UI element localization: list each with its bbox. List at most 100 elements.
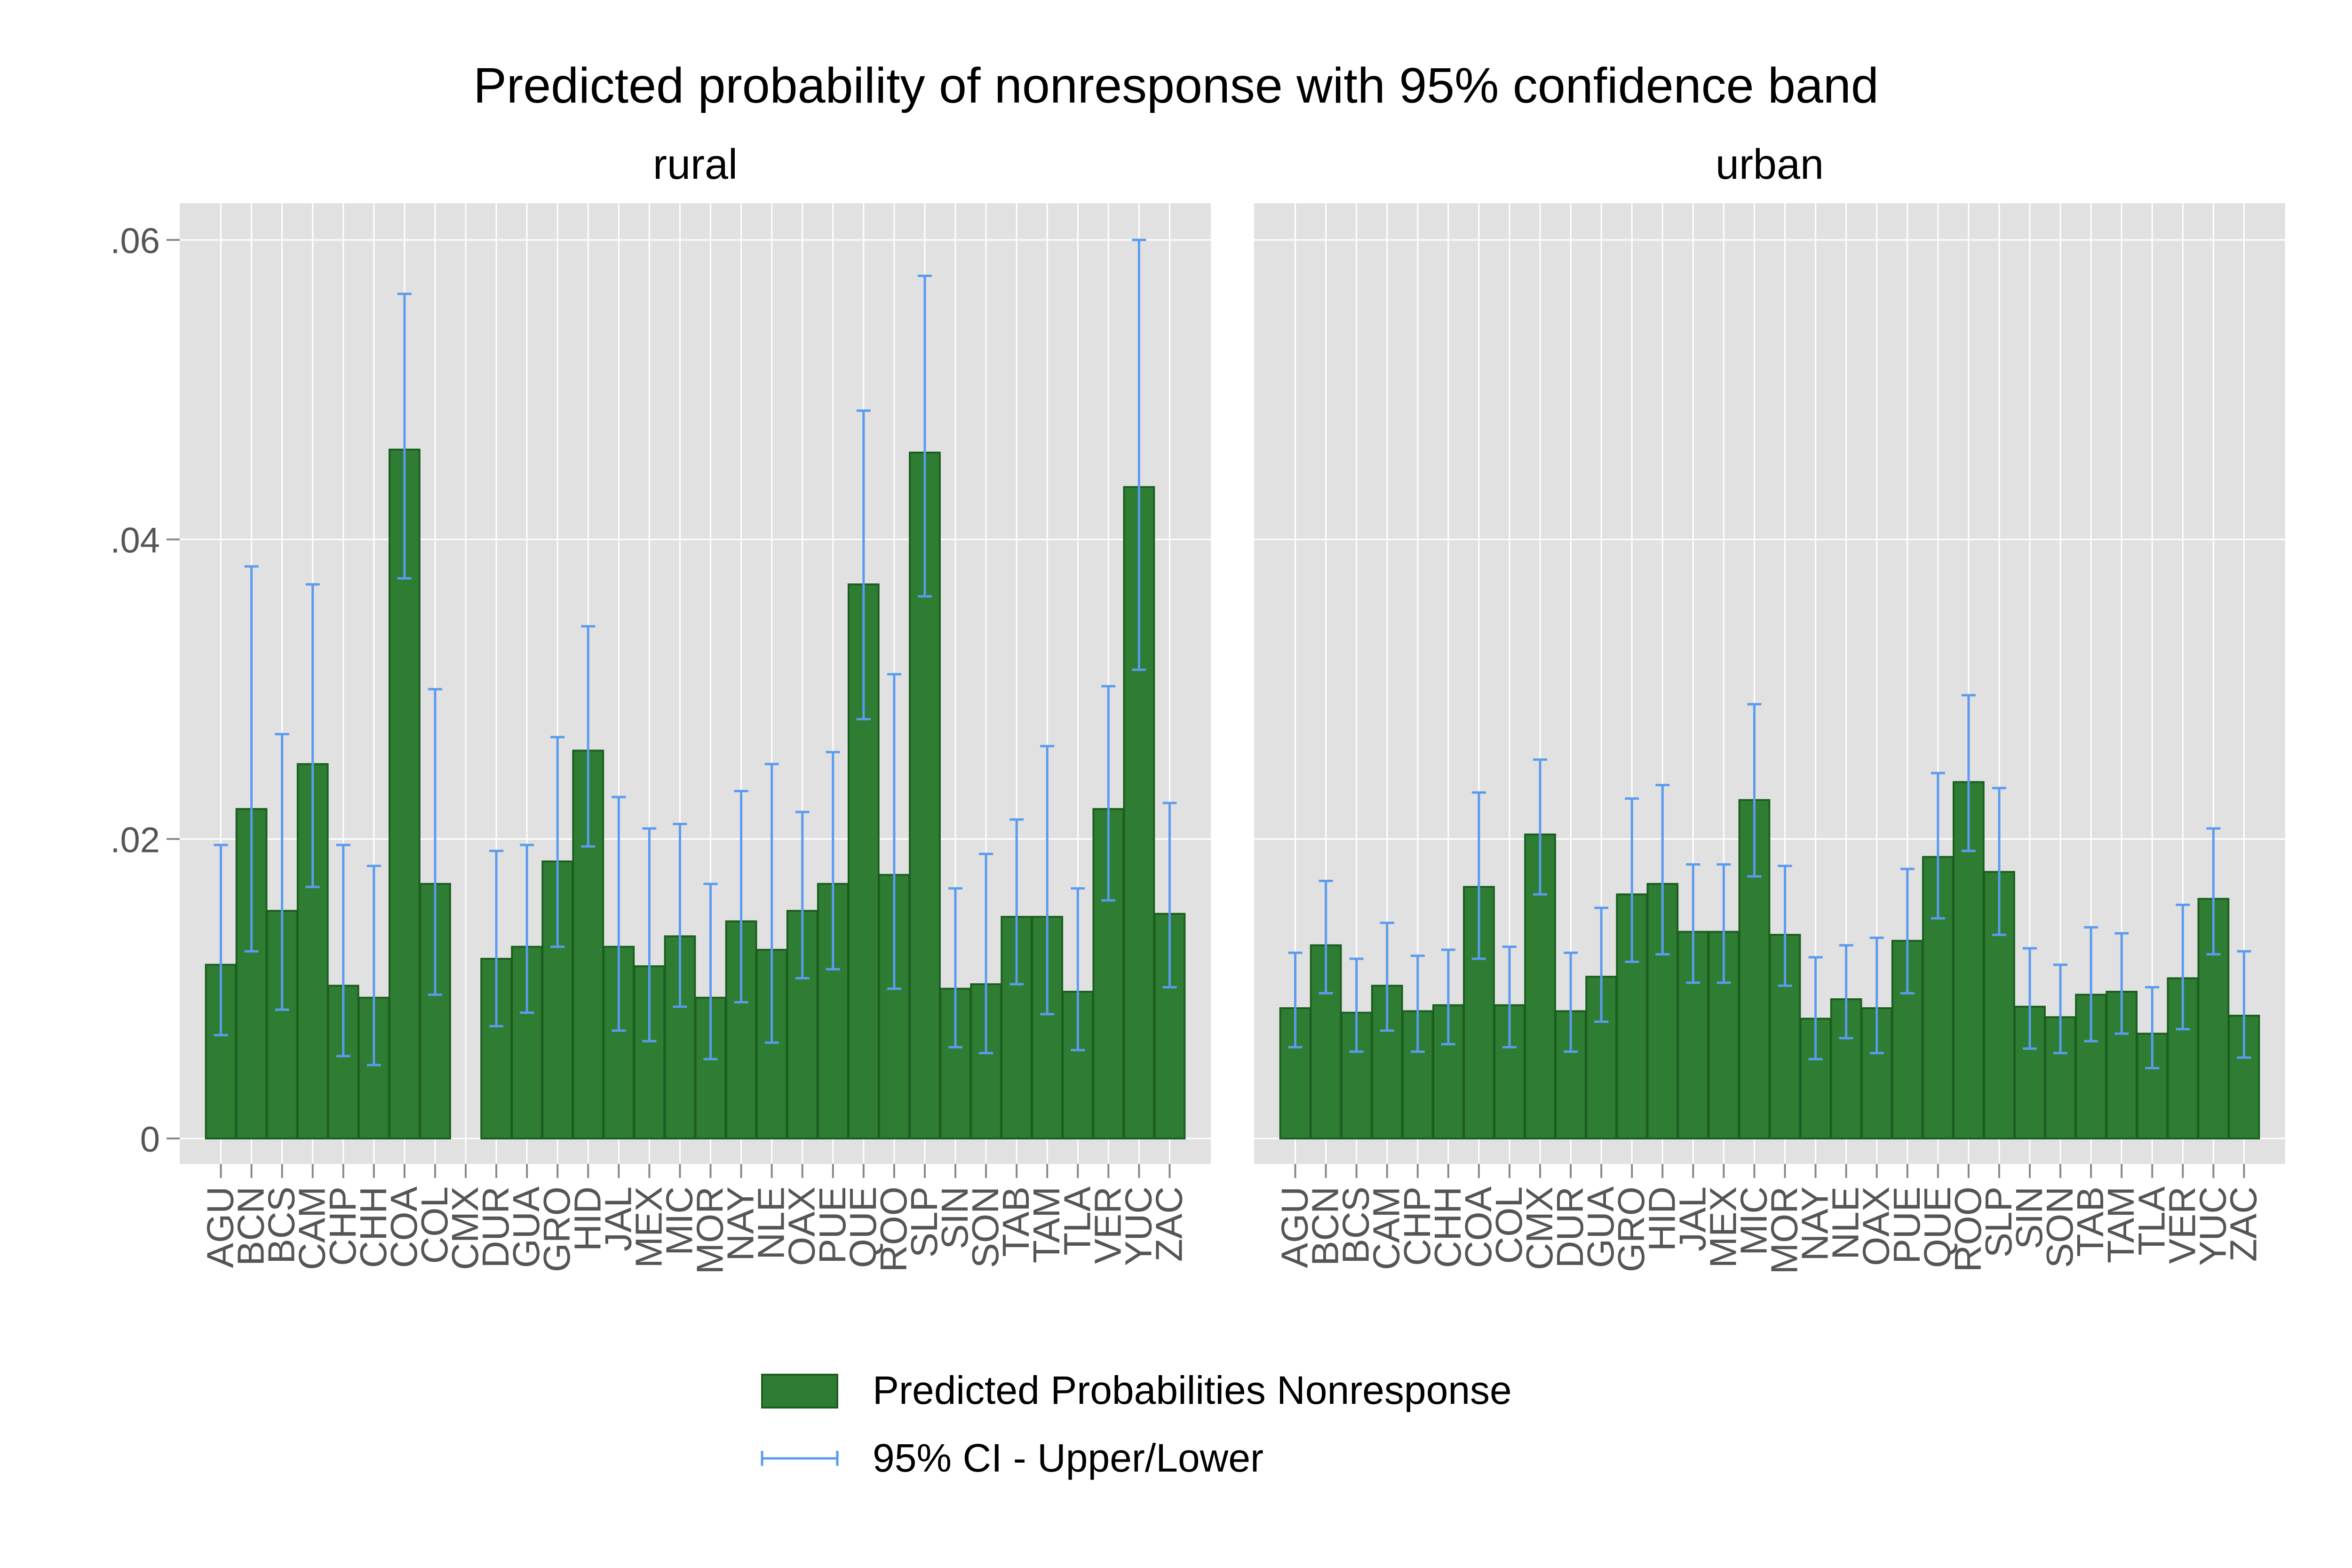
- y-tick-label: .04: [110, 521, 160, 561]
- legend-item-bar: Predicted Probabilities Nonresponse: [761, 1368, 1512, 1412]
- x-tick-label: MIC: [658, 1186, 700, 1256]
- x-tick-label: GUA: [1580, 1186, 1621, 1268]
- ci-rural-CHP: [336, 844, 350, 1058]
- ci-rural-SON: [979, 852, 993, 1055]
- x-tick-label: NLE: [750, 1186, 792, 1260]
- x-tick-label: JAL: [1671, 1186, 1713, 1251]
- ci-urban-HID: [1655, 784, 1670, 955]
- panel-urban: urban AGUBCNBCSCAMCHPCHHCOACOLCMXDURGUAGR…: [1254, 141, 2285, 1274]
- ci-urban-MOR: [1778, 865, 1792, 987]
- bar-rural-SIN: [939, 987, 971, 1140]
- legend: Predicted Probabilities Nonresponse 95% C…: [761, 1368, 1512, 1480]
- ci-urban-GUA: [1594, 907, 1609, 1023]
- chart-title: Predicted probability of nonresponse wit…: [473, 58, 1879, 113]
- x-tick-label: COL: [1488, 1186, 1530, 1264]
- x-tick-label: SIN: [2008, 1186, 2050, 1249]
- ci-urban-GRO: [1625, 797, 1639, 963]
- x-tick-label: YUC: [1117, 1186, 1159, 1266]
- x-tick-label: GUA: [505, 1186, 547, 1268]
- x-tick-label: CHH: [352, 1186, 394, 1268]
- ci-urban-YUC: [2206, 827, 2221, 955]
- ci-urban-TAM: [2114, 932, 2129, 1035]
- ci-urban-SIN: [2023, 947, 2037, 1050]
- ci-rural-ZAC: [1162, 802, 1177, 988]
- ci-rural-HID: [581, 625, 596, 848]
- x-tick-label: OAX: [1855, 1186, 1897, 1266]
- ci-rural-GUA: [520, 844, 534, 1014]
- ci-rural-NLE: [764, 763, 779, 1044]
- x-tick-label: AGU: [1274, 1186, 1316, 1268]
- ci-urban-QUE: [1931, 772, 1945, 920]
- x-tick-label: PUE: [1886, 1186, 1928, 1264]
- ci-urban-NLE: [1839, 944, 1853, 1040]
- bar-urban-VER: [2167, 977, 2199, 1139]
- ci-rural-COA: [397, 293, 412, 580]
- panel-label-urban: urban: [1716, 141, 1824, 188]
- x-tick-label: CMX: [1518, 1186, 1560, 1270]
- ci-rural-COL: [428, 688, 442, 996]
- ci-urban-SLP: [1992, 787, 2006, 936]
- ci-urban-VER: [2176, 903, 2190, 1031]
- ci-urban-PUE: [1900, 868, 1915, 995]
- ci-rural-MEX: [642, 827, 657, 1043]
- x-tick-label: QUE: [842, 1186, 884, 1268]
- ci-rural-OAX: [795, 811, 810, 979]
- ci-urban-CHH: [1441, 948, 1455, 1045]
- ci-rural-BCS: [275, 733, 289, 1011]
- ci-urban-OAX: [1869, 936, 1884, 1055]
- x-tick-label: NLE: [1825, 1186, 1867, 1260]
- x-tick-label: DUR: [475, 1186, 516, 1268]
- x-tick-label: NAY: [1794, 1186, 1836, 1261]
- ci-urban-ROO: [1961, 694, 1976, 852]
- x-tick-label: MOR: [689, 1186, 731, 1274]
- x-tick-label: SLP: [903, 1186, 945, 1258]
- x-tick-label: TLA: [2130, 1186, 2172, 1255]
- ci-urban-COL: [1502, 946, 1517, 1049]
- panel-label-rural: rural: [653, 141, 738, 188]
- x-tick-label: TAM: [2100, 1186, 2142, 1263]
- ci-rural-MOR: [703, 883, 718, 1060]
- x-tick-label: GRO: [536, 1186, 578, 1272]
- legend-swatch-bar: [761, 1374, 838, 1409]
- x-tick-label: CHP: [322, 1186, 364, 1266]
- x-tick-label: BCN: [1304, 1186, 1346, 1266]
- ci-urban-SON: [2053, 963, 2068, 1055]
- x-tick-label: ZAC: [1148, 1186, 1190, 1262]
- ci-rural-TAM: [1040, 745, 1055, 1016]
- ci-urban-JAL: [1686, 863, 1700, 984]
- x-tick-label: COA: [1457, 1186, 1499, 1268]
- x-tick-label: BCS: [261, 1186, 302, 1264]
- ci-rural-YUC: [1132, 239, 1146, 671]
- x-tick-label: COA: [383, 1186, 425, 1268]
- ci-rural-PUE: [826, 751, 840, 971]
- x-tick-label: NAY: [720, 1186, 762, 1261]
- ci-rural-CHH: [366, 865, 381, 1067]
- x-tick-label: TAM: [1025, 1186, 1067, 1263]
- x-tick-label: TAB: [995, 1186, 1037, 1257]
- ci-urban-MIC: [1747, 703, 1762, 878]
- ci-rural-TAB: [1009, 818, 1024, 986]
- x-tick-label: SON: [964, 1186, 1006, 1268]
- ci-urban-CAM: [1380, 922, 1394, 1032]
- ci-rural-AGU: [214, 844, 228, 1036]
- ci-urban-NAY: [1808, 956, 1823, 1060]
- ci-rural-NAY: [734, 789, 748, 1003]
- ci-rural-SIN: [948, 887, 963, 1049]
- x-tick-label: MOR: [1764, 1186, 1805, 1274]
- ci-urban-ZAC: [2237, 950, 2251, 1059]
- x-tick-label: DUR: [1549, 1186, 1591, 1268]
- x-tick-label: CHH: [1427, 1186, 1469, 1268]
- x-tick-label: PUE: [811, 1186, 853, 1264]
- x-tick-label: GRO: [1610, 1186, 1652, 1272]
- ci-rural-GRO: [550, 736, 565, 948]
- ci-urban-TAB: [2084, 926, 2098, 1043]
- ci-rural-ROO: [887, 673, 901, 990]
- x-tick-label: VER: [2161, 1186, 2203, 1264]
- ci-urban-AGU: [1288, 951, 1303, 1049]
- x-tick-label: CAM: [1366, 1186, 1407, 1270]
- ci-rural-CAM: [305, 583, 320, 888]
- x-tick-label: YUC: [2192, 1186, 2233, 1266]
- ci-urban-CMX: [1533, 758, 1548, 896]
